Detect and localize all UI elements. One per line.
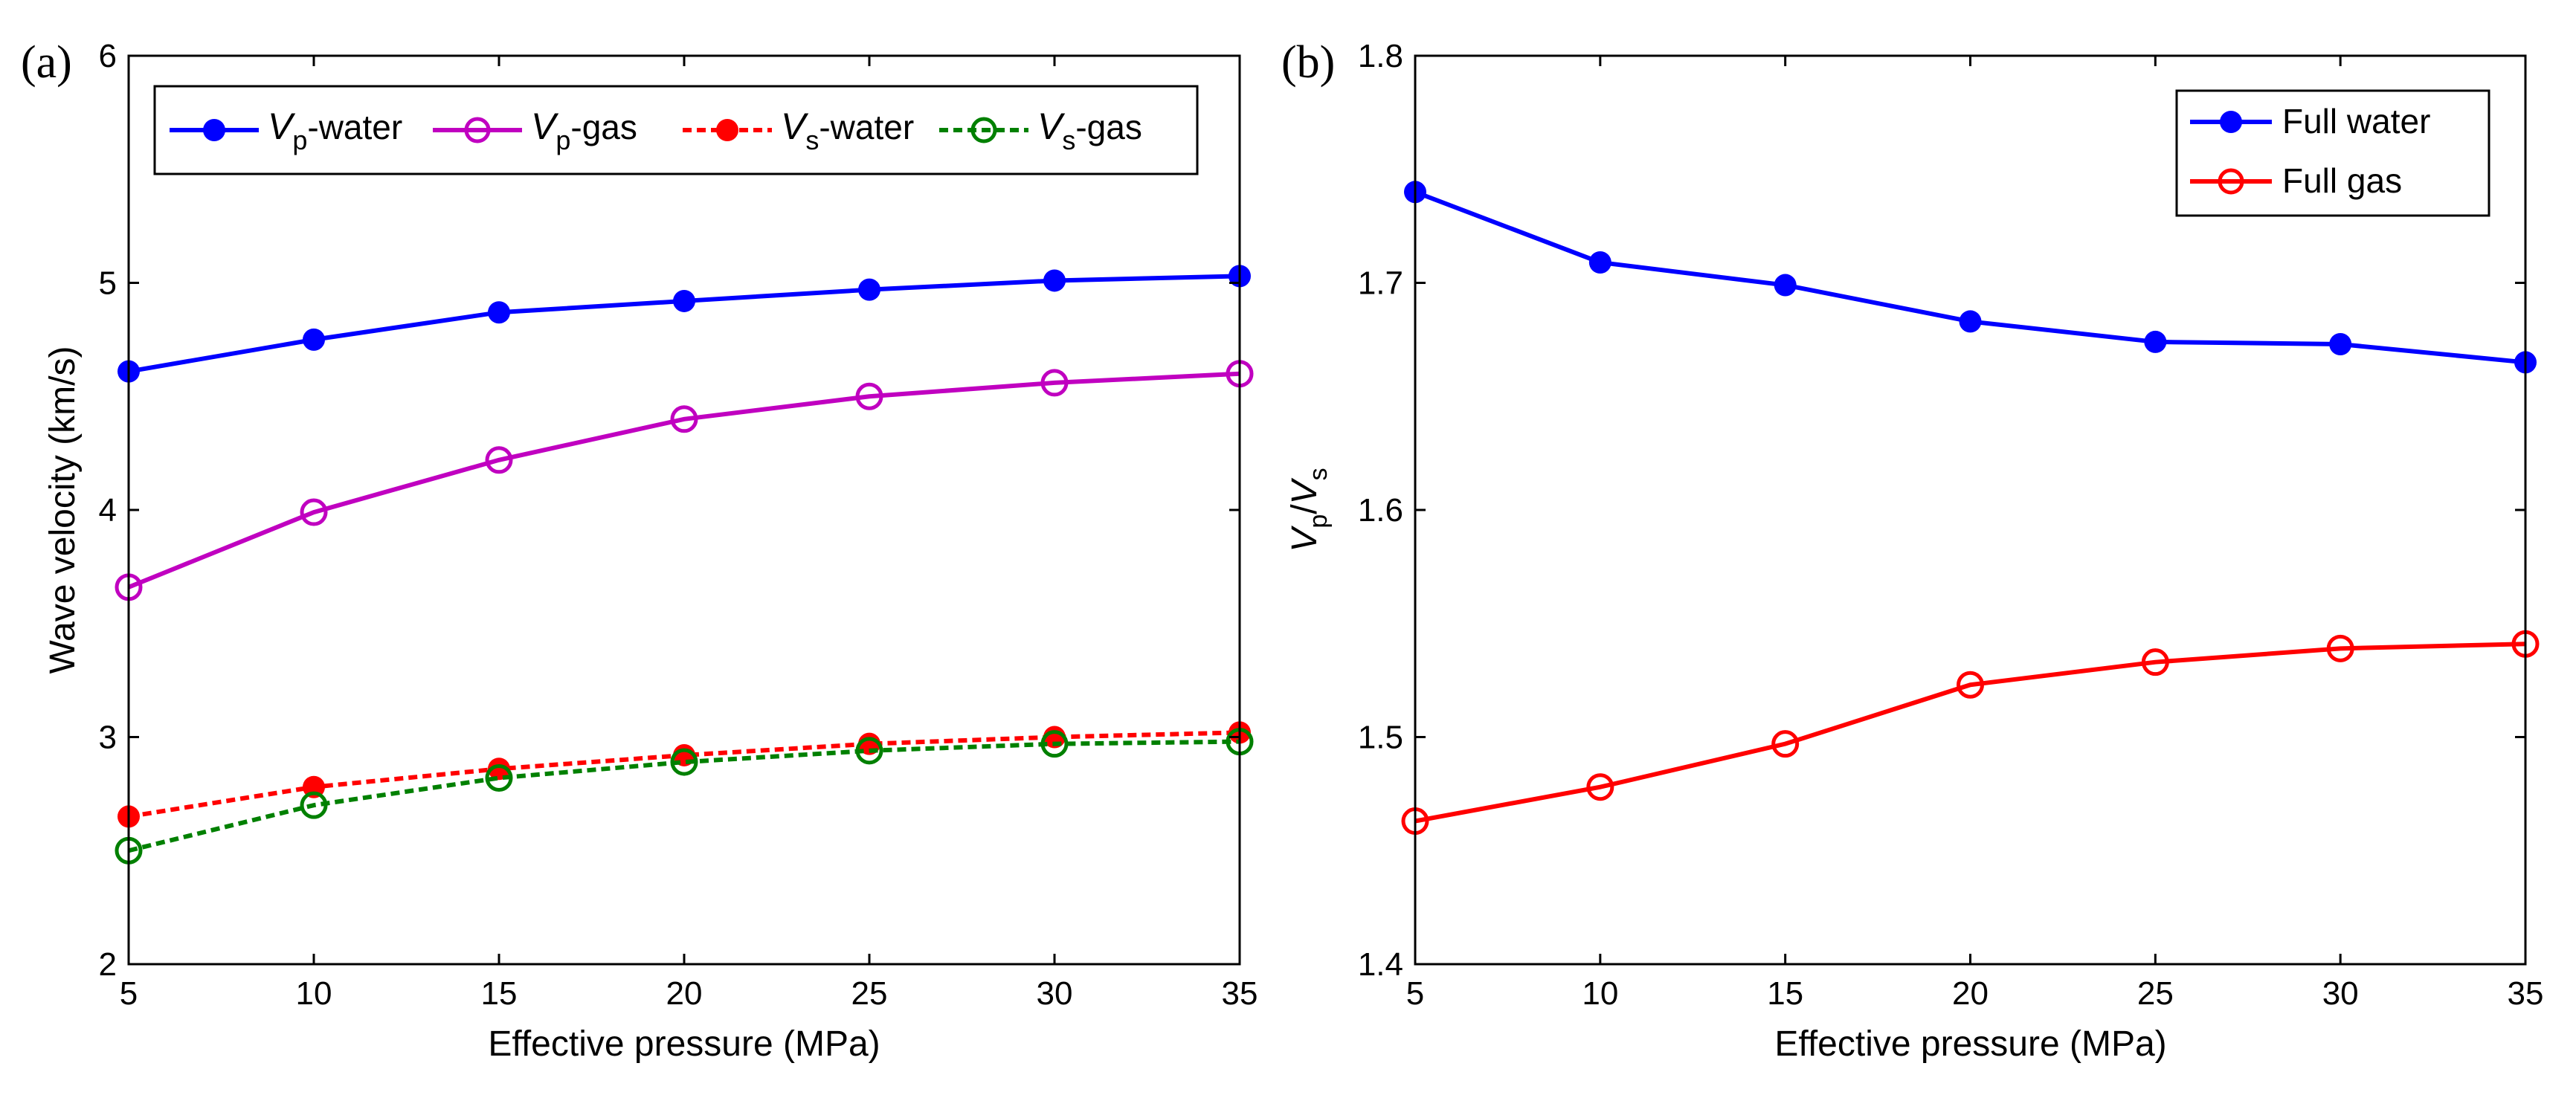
x-tick-label: 5 <box>120 975 138 1012</box>
data-point <box>2329 332 2352 355</box>
ylabel-s1: p <box>1304 514 1333 529</box>
y-tick-label: 6 <box>99 38 117 74</box>
legend-label: Full gas <box>2282 161 2402 200</box>
y-tick-label: 3 <box>99 720 117 756</box>
panel-a-frame <box>127 54 1241 966</box>
legend-marker <box>464 117 491 143</box>
panel-b-xlabel: Effective pressure (MPa) <box>1774 1024 2166 1064</box>
y-tick-label: 1.4 <box>1358 946 1403 983</box>
x-tick-label: 35 <box>1222 975 1258 1012</box>
panel-b-legend: Full water Full gas <box>2175 89 2490 217</box>
panel-a: (a) 5 10 15 20 25 30 35 2 3 4 5 6 Effective pressur… <box>21 37 1258 1064</box>
data-point <box>485 763 513 792</box>
x-tick-label: 25 <box>2137 975 2174 1012</box>
y-tick-label: 2 <box>99 946 117 983</box>
series-line <box>1414 190 2526 365</box>
data-point <box>485 446 513 474</box>
legend-label: Vs-water <box>781 106 914 155</box>
legend-marker <box>716 119 738 141</box>
series-line <box>1414 642 2526 824</box>
panel-b-marks <box>1401 181 2540 836</box>
x-tick-label: 15 <box>1767 975 1803 1012</box>
data-point <box>300 498 328 526</box>
legend-marker <box>970 117 997 143</box>
ylabel-v2: V <box>1285 477 1324 504</box>
panel-b: (b) 5 10 15 20 25 30 35 1.4 1.5 1.6 1.7 1.8 Effecti… <box>1281 37 2543 1064</box>
y-tick-label: 1.7 <box>1358 265 1403 302</box>
legend-label: Full water <box>2282 102 2430 140</box>
x-tick-label: 10 <box>296 975 332 1012</box>
ylabel-s2: s <box>1304 468 1333 480</box>
y-tick-label: 1.6 <box>1358 492 1403 529</box>
data-point <box>1959 310 1982 333</box>
data-point <box>673 289 695 312</box>
data-point <box>488 301 510 324</box>
legend-label: Vp-gas <box>531 106 637 155</box>
legend-marker <box>2220 111 2242 133</box>
y-tick-label: 1.5 <box>1358 720 1403 756</box>
x-tick-label: 20 <box>1952 975 1989 1012</box>
x-tick-label: 10 <box>1582 975 1618 1012</box>
series-line <box>128 739 1240 853</box>
data-point <box>1040 730 1069 758</box>
y-tick-label: 1.8 <box>1358 38 1403 74</box>
data-point <box>1040 369 1069 397</box>
series-line <box>127 371 1240 590</box>
x-tick-label: 30 <box>2322 975 2359 1012</box>
legend-marker <box>203 119 225 141</box>
data-point <box>2326 634 2354 662</box>
data-point <box>1588 251 1611 274</box>
x-tick-label: 25 <box>851 975 888 1012</box>
x-tick-label: 15 <box>481 975 518 1012</box>
x-tick-label: 35 <box>2508 975 2544 1012</box>
panel-a-legend-box <box>153 85 1199 175</box>
y-tick-label: 4 <box>99 492 117 529</box>
panel-b-label: (b) <box>1281 37 1335 88</box>
legend-marker <box>2218 168 2244 195</box>
panel-b-ylabel: Vp/Vs <box>1285 468 1333 552</box>
x-tick-label: 5 <box>1406 975 1424 1012</box>
ylabel-v1: V <box>1285 526 1324 552</box>
panel-a-ylabel: Wave velocity (km/s) <box>43 346 83 674</box>
data-point <box>303 775 325 798</box>
data-point <box>670 748 698 776</box>
data-point <box>855 737 883 765</box>
panel-b-ticks: 5 10 15 20 25 30 35 1.4 1.5 1.6 1.7 1.8 <box>1358 38 2544 1012</box>
data-point <box>2144 330 2167 353</box>
data-point <box>855 382 883 410</box>
data-point <box>300 791 328 819</box>
panel-a-xlabel: Effective pressure (MPa) <box>488 1024 880 1064</box>
data-point <box>670 405 698 433</box>
x-tick-label: 20 <box>666 975 703 1012</box>
data-point <box>1771 730 1800 758</box>
panel-a-label: (a) <box>21 37 72 88</box>
data-point <box>1586 773 1614 801</box>
legend-label: Vs-gas <box>1037 106 1142 155</box>
data-point <box>303 328 325 351</box>
data-point <box>488 758 510 781</box>
legend-label: Vp-water <box>268 106 402 155</box>
panel-a-marks <box>115 265 1254 865</box>
data-point <box>1043 269 1066 292</box>
x-tick-label: 30 <box>1037 975 1073 1012</box>
data-point <box>2141 648 2169 676</box>
panel-b-legend-box <box>2175 89 2490 217</box>
data-point <box>858 278 880 301</box>
panel-a-ticks: 5 10 15 20 25 30 35 2 3 4 5 6 <box>99 38 1258 1012</box>
data-point <box>1774 274 1797 297</box>
panel-a-legend: Vp-water Vp-gas Vs-water Vs-gas <box>153 85 1199 175</box>
ylabel-slash: / <box>1285 504 1324 514</box>
data-point <box>1957 671 1984 699</box>
y-tick-label: 5 <box>99 265 117 302</box>
